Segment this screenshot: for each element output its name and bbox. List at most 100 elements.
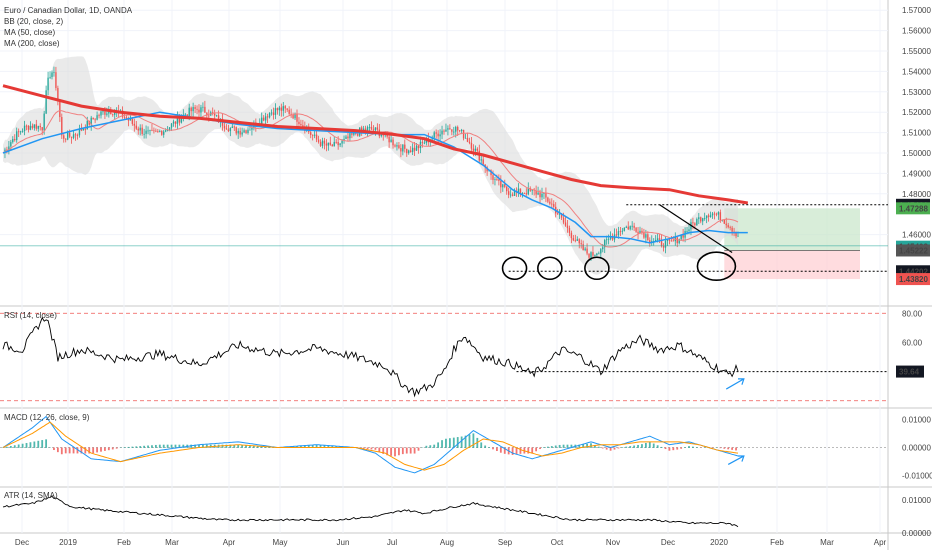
- candle-body: [713, 213, 716, 215]
- candle-body: [129, 119, 132, 121]
- candle-body: [723, 219, 725, 224]
- candle-body: [390, 139, 392, 143]
- candle-body: [453, 131, 455, 133]
- macd-histogram-bar: [92, 447, 95, 454]
- macd-histogram-bar: [331, 445, 334, 448]
- macd-histogram-bar: [625, 446, 628, 448]
- candle-body: [243, 130, 245, 133]
- macd-histogram-bar: [202, 444, 204, 448]
- candle-body: [590, 252, 592, 258]
- candle-body: [645, 234, 647, 238]
- candle-body: [125, 117, 128, 119]
- macd-histogram-bar: [684, 447, 686, 448]
- candle-body: [447, 128, 449, 130]
- candle-body: [372, 129, 375, 131]
- price-tick-label: 1.46000: [902, 231, 931, 240]
- time-tick-label: Apr: [223, 538, 236, 547]
- candle-body: [16, 131, 18, 141]
- macd-histogram-bar: [296, 446, 298, 448]
- candle-body: [161, 131, 163, 135]
- bollinger-band-fill: [3, 56, 738, 275]
- macd-histogram-bar: [147, 445, 149, 448]
- time-tick-label: Mar: [820, 538, 834, 547]
- macd-histogram-bar: [735, 447, 737, 451]
- candle-body: [331, 144, 333, 147]
- macd-histogram-bar: [601, 447, 604, 449]
- candle-body: [321, 140, 324, 146]
- candle-body: [90, 117, 92, 125]
- candle-body: [517, 188, 520, 192]
- time-tick-label: Jul: [387, 538, 397, 547]
- macd-histogram-bar: [374, 447, 377, 450]
- macd-histogram-bar: [205, 444, 208, 448]
- macd-histogram-bar: [151, 445, 153, 448]
- macd-histogram-bar: [88, 447, 91, 454]
- macd-histogram-bar: [519, 447, 522, 454]
- candle-body: [35, 124, 38, 129]
- candle-body: [680, 235, 682, 240]
- macd-histogram-bar: [300, 445, 302, 448]
- candle-body: [241, 132, 243, 135]
- candle-body: [86, 120, 88, 130]
- candle-body: [53, 72, 55, 74]
- price-tick-label: 1.54000: [902, 67, 931, 76]
- candle-body: [404, 144, 406, 149]
- candle-body: [705, 215, 708, 219]
- candle-body: [727, 225, 729, 228]
- candle-body: [268, 113, 271, 118]
- bollinger-middle-line: [2, 110, 739, 248]
- macd-histogram-bar: [33, 441, 36, 448]
- candle-body: [568, 228, 571, 233]
- candle-body: [237, 130, 239, 134]
- candle-body: [621, 230, 624, 232]
- candle-body: [525, 193, 528, 195]
- candle-body: [233, 126, 235, 128]
- macd-histogram-bar: [672, 447, 675, 451]
- price-tick-label: 1.52000: [902, 108, 931, 117]
- candle-body: [451, 129, 453, 132]
- macd-histogram-bar: [303, 445, 306, 448]
- candle-body: [284, 106, 286, 109]
- candle-body: [251, 127, 253, 130]
- candle-body: [656, 238, 659, 240]
- candle-body: [415, 145, 418, 151]
- candle-body: [600, 249, 602, 254]
- candle-body: [151, 129, 153, 131]
- macd-histogram-bar: [390, 447, 392, 456]
- candle-body: [49, 76, 51, 78]
- candle-body: [274, 108, 277, 115]
- macd-histogram-bar: [527, 447, 530, 454]
- macd-histogram-bar: [13, 445, 16, 448]
- candle-body: [651, 241, 653, 243]
- price-tick-label: 1.51000: [902, 129, 931, 138]
- macd-histogram-bar: [641, 444, 643, 448]
- price-badge: [896, 244, 930, 257]
- candle-body: [637, 231, 639, 234]
- candle-body: [523, 193, 526, 194]
- candle-body: [80, 128, 83, 131]
- candle-body: [666, 239, 669, 241]
- candle-body: [527, 188, 529, 195]
- macd-histogram-bar: [111, 447, 114, 450]
- candle-body: [417, 145, 420, 149]
- candle-body: [468, 141, 471, 144]
- candle-body: [110, 111, 112, 115]
- candle-body: [157, 131, 159, 133]
- candle-body: [513, 190, 516, 196]
- candle-body: [641, 230, 643, 233]
- stop-loss-zone: [724, 250, 860, 280]
- macd-histogram-bar: [84, 447, 87, 454]
- macd-histogram-bar: [637, 444, 639, 448]
- candle-body: [357, 133, 359, 136]
- candle-body: [310, 132, 312, 135]
- macd-histogram-bar: [413, 447, 416, 454]
- candle-body: [114, 112, 116, 115]
- macd-histogram-bar: [323, 445, 326, 448]
- chart-title: Euro / Canadian Dollar, 1D, OANDA: [4, 6, 133, 15]
- candle-body: [231, 126, 234, 129]
- macd-histogram-bar: [578, 444, 581, 448]
- candle-body: [163, 131, 165, 135]
- candle-body: [545, 193, 547, 198]
- candle-body: [537, 192, 539, 195]
